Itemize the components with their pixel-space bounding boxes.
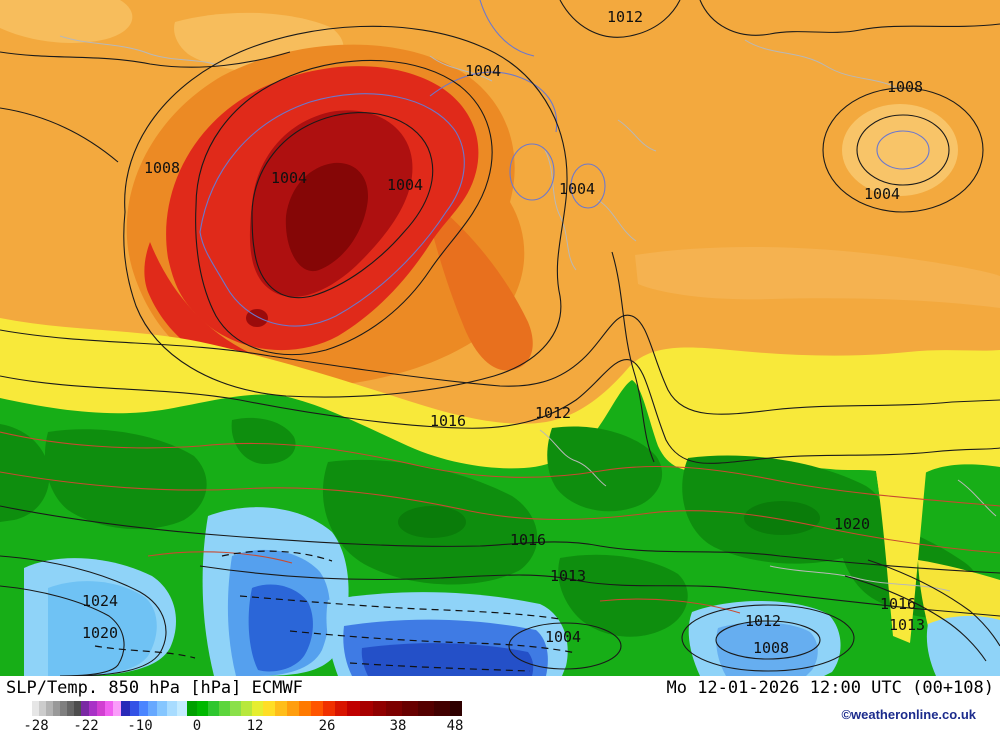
pressure-label: 1016 <box>880 595 916 613</box>
copyright-link[interactable]: ©weatheronline.co.uk <box>841 707 976 722</box>
colorbar <box>25 701 462 716</box>
pressure-label: 1012 <box>607 8 643 26</box>
pressure-label: 1004 <box>864 185 900 203</box>
map-footer: SLP/Temp. 850 hPa [hPa] ECMWF Mo 12-01-2… <box>0 676 1000 733</box>
pressure-label: 1012 <box>535 404 571 422</box>
dashed-contour-layer <box>94 550 577 672</box>
colorbar-tick: -22 <box>73 718 99 733</box>
colorbar-tick: 12 <box>246 718 264 733</box>
isobar-layer <box>0 0 1000 676</box>
temperature-fill-layer <box>0 0 1000 676</box>
colorbar-tick: -10 <box>127 718 153 733</box>
map-title: SLP/Temp. 850 hPa [hPa] ECMWF <box>6 678 303 698</box>
colorbar-tick: 0 <box>192 718 202 733</box>
pressure-label: 1013 <box>550 567 586 585</box>
colorbar-tick: 38 <box>389 718 407 733</box>
titlebar: SLP/Temp. 850 hPa [hPa] ECMWF Mo 12-01-2… <box>0 676 1000 698</box>
pressure-label: 1024 <box>82 592 118 610</box>
height-contour-layer <box>199 0 930 327</box>
pressure-label: 1020 <box>82 624 118 642</box>
pressure-label: 1016 <box>510 531 546 549</box>
colorbar-tick: -28 <box>23 718 49 733</box>
isotherm-layer <box>0 431 1000 614</box>
pressure-label: 1004 <box>559 180 595 198</box>
coastline-layer <box>59 35 997 592</box>
pressure-label: 1012 <box>745 612 781 630</box>
pressure-label: 1008 <box>753 639 789 657</box>
pressure-label: 1013 <box>889 616 925 634</box>
weather-map-svg: 1012 1004 1008 1008 1004 1004 1004 1004 … <box>0 0 1000 676</box>
map-area: 1012 1004 1008 1008 1004 1004 1004 1004 … <box>0 0 1000 676</box>
pressure-label-layer: 1012 1004 1008 1008 1004 1004 1004 1004 … <box>82 8 925 657</box>
pressure-label: 1008 <box>144 159 180 177</box>
pressure-label: 1004 <box>387 176 423 194</box>
colorbar-tick: 26 <box>318 718 336 733</box>
colorbar-tick: 48 <box>446 718 464 733</box>
pressure-label: 1004 <box>465 62 501 80</box>
pressure-label: 1008 <box>887 78 923 96</box>
pressure-label: 1020 <box>834 515 870 533</box>
map-datetime: Mo 12-01-2026 12:00 UTC (00+108) <box>666 678 994 698</box>
pressure-label: 1004 <box>545 628 581 646</box>
scale-row: -28 -22 -10 0 12 26 38 48 ©weatheronline… <box>0 700 1000 733</box>
pressure-label: 1016 <box>430 412 466 430</box>
pressure-label: 1004 <box>271 169 307 187</box>
